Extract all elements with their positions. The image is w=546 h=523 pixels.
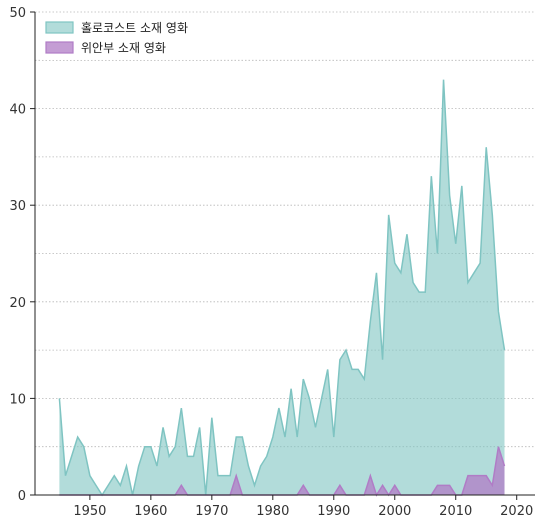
- y-tick-label: 0: [18, 489, 26, 504]
- legend-swatch-1: [45, 41, 74, 54]
- y-tick-label: 30: [9, 199, 26, 214]
- x-tick-label: 2000: [378, 504, 411, 519]
- series-1-line: [59, 446, 506, 497]
- legend-label-0: 홀로코스트 소재 영화: [81, 21, 188, 35]
- x-tick-label: 2010: [439, 504, 472, 519]
- x-tick-label: 2020: [500, 504, 533, 519]
- y-tick-label: 10: [9, 392, 26, 407]
- y-tick-label: 40: [9, 103, 26, 118]
- x-tick-label: 1960: [134, 504, 167, 519]
- legend-label-1: 위안부 소재 영화: [81, 41, 166, 55]
- tick-labels: 0 10 20 30 40 50 1950 1960 1970 1980 1990 2000 2010 2…: [9, 6, 533, 519]
- y-tick-label: 20: [9, 296, 26, 311]
- x-tick-label: 1980: [256, 504, 289, 519]
- series-0-line: [58, 79, 506, 497]
- axes: [34, 12, 535, 496]
- x-tick-label: 1990: [317, 504, 350, 519]
- series-areas: [58, 79, 506, 497]
- x-tick-label: 1950: [73, 504, 106, 519]
- y-tick-label: 50: [9, 6, 26, 21]
- legend-swatch-0: [45, 21, 74, 34]
- x-tick-label: 1970: [195, 504, 228, 519]
- series-0-area: [59, 79, 505, 496]
